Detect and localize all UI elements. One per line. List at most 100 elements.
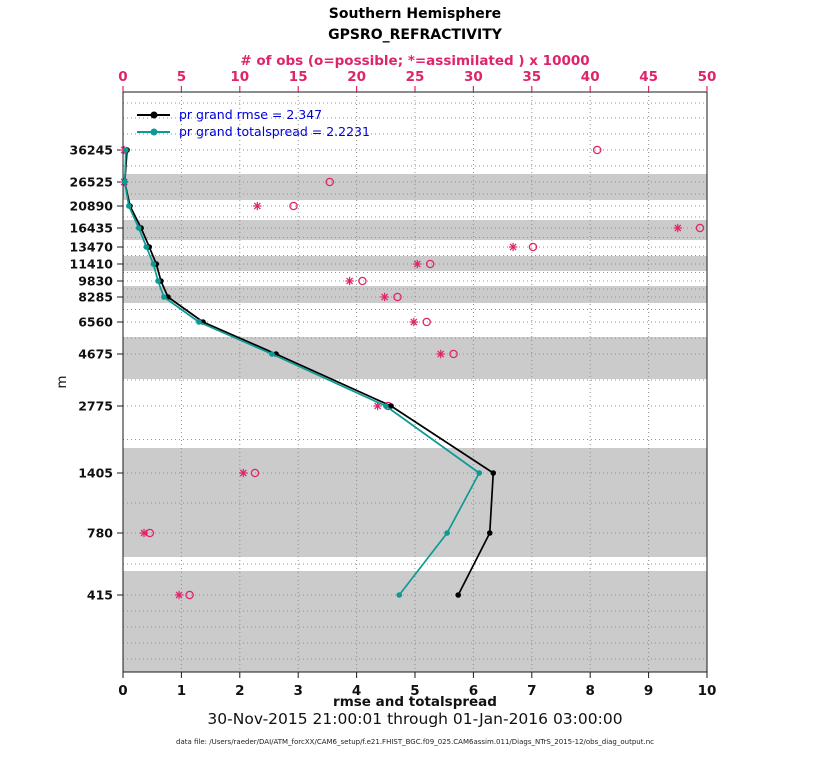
x-axis-label: rmse and totalspread (333, 694, 497, 710)
y-tick-label: 6560 (78, 315, 113, 330)
pr-grand-rmse-point-marker (455, 592, 462, 598)
possible-obs-marker (592, 145, 602, 155)
pr-grand-rmse-point-marker (388, 403, 394, 409)
pr-grand-totalspread-point-marker (121, 179, 128, 185)
top-tick-label: 35 (522, 69, 541, 85)
pr-grand-rmse-line (123, 149, 495, 596)
possible-obs-marker (393, 292, 402, 302)
bottom-tick-label: 2 (235, 683, 244, 699)
legend-line-sample-rmse (137, 111, 170, 118)
top-tick-label: 20 (347, 69, 366, 85)
gray-band (123, 571, 707, 672)
pr-grand-totalspread-point-marker (161, 294, 167, 300)
assimilated-obs-marker (436, 349, 445, 359)
legend-item-rmse: pr grand rmse = 2.347 (137, 106, 370, 123)
possible-obs-marker (358, 276, 367, 286)
pr-grand-totalspread-point-marker (155, 278, 161, 284)
possible-obs-marker (528, 242, 538, 252)
top-tick-label: 5 (177, 69, 186, 85)
assimilated-obs-marker (139, 528, 149, 538)
top-tick-label: 15 (289, 69, 308, 85)
assimilated-obs-marker (345, 276, 354, 286)
pr-grand-totalspread-point-marker (476, 470, 483, 476)
asterisk-stroke (413, 260, 421, 268)
gray-band (123, 220, 707, 240)
gray-band (123, 286, 707, 303)
pr-grand-rmse-point-marker (490, 470, 497, 476)
bottom-tick-label: 7 (527, 683, 536, 699)
pr-grand-rmse-point-marker (486, 530, 493, 536)
assimilated-obs-marker (239, 468, 248, 478)
y-tick-label: 8285 (78, 290, 113, 305)
y-tick-label: 4675 (78, 347, 113, 362)
gray-band (123, 174, 707, 200)
y-tick-label: 9830 (78, 274, 113, 289)
y-tick-label: 20890 (70, 199, 114, 214)
legend: pr grand rmse = 2.347 pr grand totalspre… (137, 106, 370, 140)
possible-obs-marker (425, 259, 435, 269)
asterisk-stroke (346, 277, 354, 285)
bottom-tick-label: 4 (352, 683, 361, 699)
legend-label-rmse: pr grand rmse = 2.347 (179, 107, 323, 122)
top-tick-label: 40 (581, 69, 600, 85)
bottom-tick-label: 1 (177, 683, 186, 699)
pr-grand-totalspread-point-marker (126, 203, 132, 209)
possible-obs-marker (325, 177, 334, 187)
asterisk-stroke (437, 350, 445, 358)
y-tick-label: 13470 (70, 240, 114, 255)
chart-subtitle: GPSRO_REFRACTIVITY (328, 27, 502, 43)
y-tick-label: 415 (87, 588, 113, 603)
bottom-tick-label: 5 (410, 683, 419, 699)
top-tick-label: 25 (406, 69, 425, 85)
top-axis-label: # of obs (o=possible; *=assimilated ) x … (240, 53, 590, 69)
y-tick-label: 11410 (70, 257, 114, 272)
pr-grand-totalspread-point-marker (383, 403, 389, 409)
y-tick-label: 1405 (78, 466, 113, 481)
possible-obs-marker (449, 349, 458, 359)
bottom-tick-label: 3 (293, 683, 302, 699)
pr-grand-totalspread-point-marker (135, 225, 142, 231)
bottom-tick-label: 0 (118, 683, 127, 699)
chart-title: Southern Hemisphere (328, 6, 502, 22)
top-tick-label: 0 (118, 69, 127, 85)
bottom-tick-label: 6 (469, 683, 478, 699)
pr-grand-totalspread-point-marker (396, 592, 403, 598)
legend-label-totalspread: pr grand totalspread = 2.2231 (179, 124, 370, 139)
assimilated-obs-marker (174, 590, 184, 600)
y-tick-label: 36245 (70, 143, 114, 158)
assimilated-obs-marker (380, 292, 389, 302)
asterisk-stroke (410, 318, 418, 326)
assimilated-obs-marker (508, 242, 518, 252)
pr-grand-totalspread-point-marker (143, 244, 150, 250)
bottom-tick-label: 9 (644, 683, 653, 699)
y-axis-label: m (54, 375, 70, 388)
legend-line-sample-totalspread (137, 128, 170, 135)
asterisk-stroke (239, 469, 247, 477)
asterisk-stroke (253, 202, 261, 210)
y-tick-label: 26525 (70, 175, 114, 190)
data-file-caption: data file: /Users/raeder/DAI/ATM_forcXX/… (176, 738, 654, 746)
legend-marker-rmse-icon (150, 111, 157, 118)
pr-grand-totalspread-line (123, 149, 481, 596)
assimilated-obs-marker (413, 259, 422, 269)
top-tick-label: 45 (639, 69, 658, 85)
top-tick-label: 50 (698, 69, 717, 85)
top-tick-label: 30 (464, 69, 483, 85)
y-tick-label: 2775 (78, 399, 113, 414)
pr-grand-totalspread-point-marker (150, 261, 157, 267)
possible-obs-marker (289, 201, 298, 211)
legend-marker-totalspread-icon (150, 128, 157, 135)
possible-obs-marker (250, 468, 260, 478)
pr-grand-totalspread-point-marker (269, 351, 275, 357)
y-tick-label: 16435 (70, 221, 114, 236)
assimilated-obs-marker (253, 201, 262, 211)
y-tick-label: 780 (87, 526, 113, 541)
possible-obs-marker (695, 223, 705, 233)
assimilated-obs-marker (409, 317, 419, 327)
asterisk-stroke (381, 293, 389, 301)
asterisk-stroke (509, 243, 517, 251)
pr-grand-totalspread-point-marker (196, 319, 202, 325)
bottom-tick-label: 10 (698, 683, 717, 699)
